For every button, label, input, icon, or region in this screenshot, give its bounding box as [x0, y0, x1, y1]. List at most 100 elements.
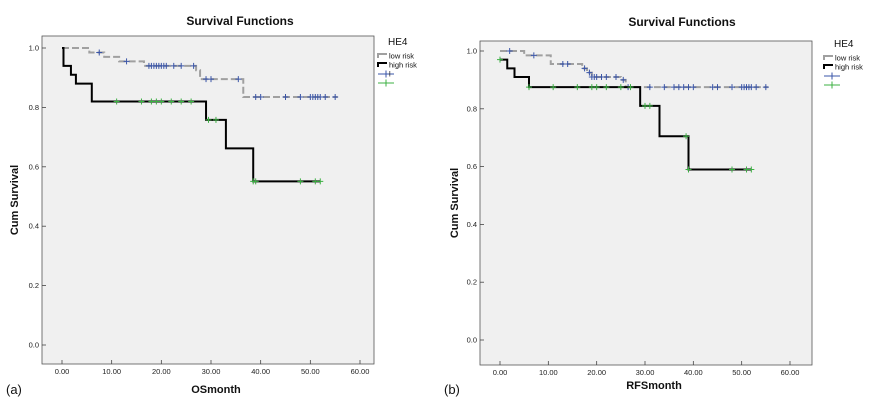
legend-label: low risk [389, 52, 414, 61]
legend-symbol-censored [378, 70, 394, 78]
censor-mark-high-risk [138, 98, 145, 105]
censor-mark-high-risk [685, 166, 692, 173]
censor-mark-low-risk [322, 94, 329, 101]
legend-symbol-low-risk [377, 53, 387, 58]
x-tick-label: 10.00 [539, 368, 558, 377]
censor-mark-low-risk [620, 76, 627, 83]
legend-symbol-censored [824, 72, 840, 80]
legend-label: l [389, 70, 391, 79]
censor-mark-high-risk [297, 178, 304, 185]
censor-mark-low-risk [530, 52, 537, 59]
censor-mark-high-risk [205, 116, 212, 123]
series-line-high-risk [62, 47, 321, 183]
censor-mark-high-risk [497, 56, 503, 63]
x-axis-label: RFSmonth [626, 380, 682, 392]
y-tick-label: 0.6 [467, 162, 477, 171]
legend-symbol-censored [824, 81, 840, 89]
x-tick-label: 40.00 [684, 368, 703, 377]
legend-symbol-censored [378, 79, 394, 87]
censor-mark-low-risk [123, 58, 130, 65]
censor-mark-high-risk [593, 84, 600, 91]
x-tick-label: 0.00 [55, 367, 70, 376]
censor-mark-low-risk [297, 94, 304, 101]
censor-mark-high-risk [188, 98, 195, 105]
censor-mark-low-risk [586, 69, 593, 76]
x-tick-label: 0.00 [493, 368, 508, 377]
y-axis-label: Cum Survival [449, 168, 461, 238]
censor-mark-low-risk [178, 62, 185, 69]
censor-mark-high-risk [168, 98, 175, 105]
legend-label: low risk [835, 54, 860, 63]
y-tick-label: 0.0 [29, 341, 39, 350]
censor-mark-low-risk [564, 61, 571, 68]
y-tick-label: 0.0 [467, 336, 477, 345]
censor-mark-low-risk [235, 76, 242, 83]
censor-mark-high-risk [683, 133, 690, 140]
censor-mark-high-risk [158, 98, 165, 105]
censor-mark-low-risk [603, 74, 610, 81]
x-tick-label: 10.00 [102, 367, 121, 376]
x-tick-label: 60.00 [351, 367, 370, 376]
censor-mark-high-risk [617, 84, 624, 91]
y-tick-label: 1.0 [467, 47, 477, 56]
censor-mark-high-risk [113, 98, 120, 105]
x-tick-label: 50.00 [732, 368, 751, 377]
plot-area [41, 35, 375, 365]
censor-mark-low-risk [282, 94, 289, 101]
censor-mark-high-risk [178, 98, 185, 105]
censor-mark-low-risk [208, 76, 214, 83]
censor-mark-low-risk [613, 74, 619, 81]
y-tick-label: 0.6 [29, 162, 39, 171]
x-tick-label: 20.00 [587, 368, 606, 377]
y-tick-label: 1.0 [29, 44, 39, 53]
censor-mark-high-risk [212, 116, 219, 123]
y-tick-label: 0.8 [467, 104, 477, 113]
censor-mark-high-risk [252, 178, 259, 185]
censor-mark-low-risk [661, 84, 668, 91]
censor-mark-high-risk [748, 166, 755, 173]
censor-mark-high-risk [729, 166, 735, 173]
censor-mark-low-risk [257, 94, 264, 101]
censor-mark-high-risk [574, 84, 581, 91]
x-axis-label: OSmonth [191, 384, 241, 396]
censor-mark-low-risk [96, 49, 103, 56]
y-axis-label: Cum Survival [9, 165, 21, 235]
y-tick-label: 0.4 [467, 220, 477, 229]
legend-label: high risk [835, 63, 863, 72]
censor-mark-low-risk [170, 62, 177, 69]
chart-title: Survival Functions [186, 14, 294, 28]
legend-label: high risk [389, 61, 417, 70]
chart-panel-a: Survival Functions 0.0 0.2 0.4 0.6 0.8 1.0 0.00… [6, 14, 417, 397]
legend-title: HE4 [388, 37, 408, 48]
censor-mark-high-risk [550, 84, 557, 91]
censor-mark-low-risk [753, 84, 760, 91]
x-tick-label: 20.00 [152, 367, 171, 376]
censor-mark-high-risk [317, 178, 324, 185]
censor-mark-high-risk [526, 84, 532, 91]
censor-mark-high-risk [646, 102, 653, 109]
censor-mark-low-risk [190, 62, 197, 69]
x-tick-label: 30.00 [636, 368, 655, 377]
censor-mark-low-risk [714, 84, 721, 91]
censor-mark-low-risk [581, 65, 588, 72]
chart-title: Survival Functions [628, 15, 736, 29]
legend-title: HE4 [834, 39, 854, 50]
x-tick-label: 50.00 [301, 367, 320, 376]
y-tick-label: 0.2 [467, 278, 477, 287]
censor-mark-low-risk [332, 94, 339, 101]
y-tick-label: 0.2 [29, 281, 39, 290]
censor-mark-low-risk [690, 84, 697, 91]
censor-mark-high-risk [627, 84, 634, 91]
censor-mark-low-risk [506, 48, 513, 54]
legend-symbol-high-risk [377, 62, 387, 67]
y-tick-label: 0.8 [29, 103, 39, 112]
censor-mark-low-risk [729, 84, 735, 91]
x-tick-label: 30.00 [202, 367, 221, 376]
y-tick-label: 0.4 [29, 222, 39, 231]
legend-symbol-low-risk [823, 55, 833, 60]
plot-area [479, 40, 813, 366]
x-tick-label: 60.00 [781, 368, 800, 377]
